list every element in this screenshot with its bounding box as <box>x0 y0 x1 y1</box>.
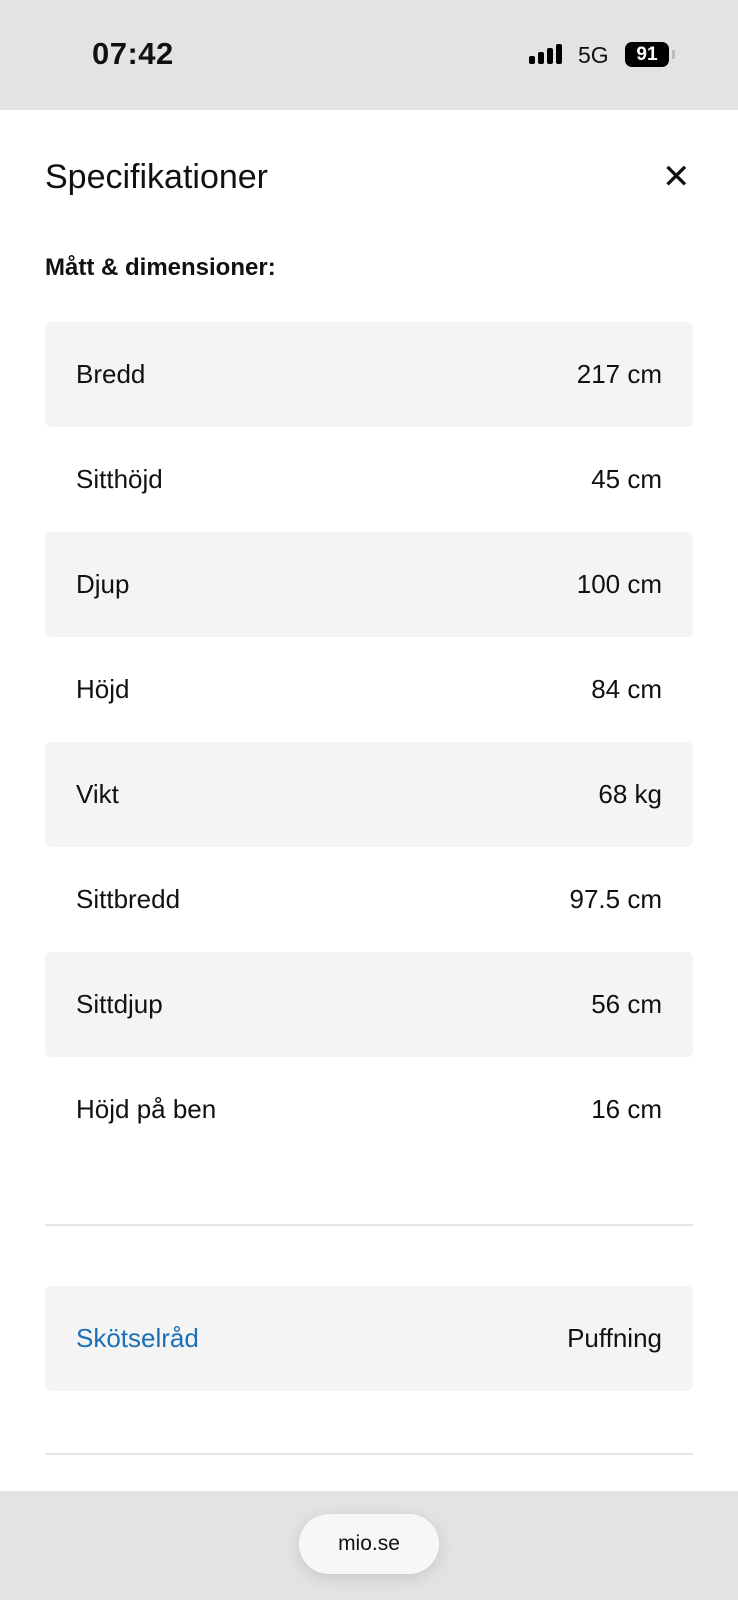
spec-label: Vikt <box>76 779 119 809</box>
spec-label: Bredd <box>76 359 146 389</box>
spec-label: Sittbredd <box>76 884 181 914</box>
spec-row: Höjd 84 cm <box>45 637 693 742</box>
spec-label: Höjd på ben <box>76 1094 217 1124</box>
page-title: Specifikationer <box>45 158 269 196</box>
url-pill[interactable]: mio.se <box>299 1514 439 1574</box>
close-icon[interactable]: ✕ <box>662 158 691 196</box>
spec-row: Djup 100 cm <box>45 532 693 637</box>
spec-value: 68 kg <box>598 779 662 809</box>
divider <box>45 1453 693 1455</box>
care-value: Puffning <box>567 1323 662 1353</box>
spec-row: Sittbredd 97.5 cm <box>45 847 693 952</box>
spec-row: Höjd på ben 16 cm <box>45 1057 693 1162</box>
network-type: 5G <box>578 42 609 68</box>
care-row: Skötselråd Puffning <box>45 1286 693 1391</box>
spec-row: Sitthöjd 45 cm <box>45 427 693 532</box>
spec-label: Sittdjup <box>76 989 163 1019</box>
battery-icon: 91 <box>625 42 669 67</box>
care-link[interactable]: Skötselråd <box>76 1323 199 1353</box>
signal-icon <box>529 44 562 64</box>
spec-row: Sittdjup 56 cm <box>45 952 693 1057</box>
spec-value: 100 cm <box>576 569 662 599</box>
status-bar: 07:42 5G 91 <box>0 0 738 110</box>
spec-label: Höjd <box>76 674 130 704</box>
spec-value: 217 cm <box>576 359 662 389</box>
spec-table: Bredd 217 cm Sitthöjd 45 cm Djup 100 cm Höj… <box>45 322 693 1162</box>
spec-value: 97.5 cm <box>569 884 663 914</box>
spec-row: Vikt 68 kg <box>45 742 693 847</box>
spec-value: 84 cm <box>591 674 662 704</box>
spec-value: 45 cm <box>591 464 662 494</box>
spec-row: Bredd 217 cm <box>45 322 693 427</box>
clock: 07:42 <box>92 36 174 71</box>
spec-value: 16 cm <box>591 1094 662 1124</box>
spec-value: 56 cm <box>591 989 662 1019</box>
divider <box>45 1224 693 1226</box>
battery-nub <box>672 50 675 59</box>
spec-label: Djup <box>76 569 130 599</box>
section-title: Mått & dimensioner: <box>45 254 276 281</box>
spec-label: Sitthöjd <box>76 464 163 494</box>
